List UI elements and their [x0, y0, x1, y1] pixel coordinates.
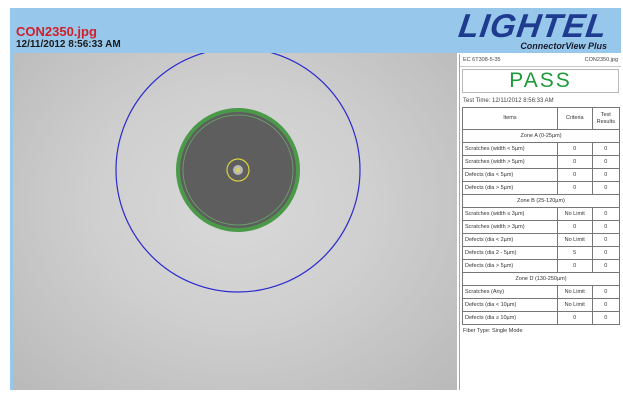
table-row: Scratches (width < 5µm) 0 0 [462, 142, 621, 156]
row-item: Scratches (width ≤ 3µm) [462, 207, 558, 221]
file-timestamp: 12/11/2012 8:56:33 AM [16, 39, 121, 50]
core-center [235, 167, 241, 173]
row-criteria: 0 [556, 181, 593, 195]
logo-word: LIGHTEL [456, 7, 610, 44]
row-criteria: 0 [556, 155, 593, 169]
results-table: Items Criteria Test Results Zone A (0-25… [462, 107, 621, 325]
table-row: Defects (dia ≥ 10µm) 0 0 [462, 311, 621, 325]
row-item: Defects (dia > 5µm) [462, 259, 558, 273]
zone-a-ring [226, 158, 250, 182]
row-item: Defects (dia ≥ 10µm) [462, 311, 558, 325]
row-item: Defects (dia < 2µm) [462, 233, 558, 247]
row-result: 0 [591, 142, 621, 156]
table-row: Defects (dia > 5µm) 0 0 [462, 259, 621, 273]
row-criteria: No Limit [556, 285, 593, 299]
row-item: Scratches (width > 5µm) [462, 155, 558, 169]
table-row: Scratches (Any) No Limit 0 [462, 285, 621, 299]
row-criteria: 0 [556, 311, 593, 325]
panel-id-row: EC 6T308-5-35 CON2350.jpg [460, 54, 621, 67]
row-item: Defects (dia > 5µm) [462, 181, 558, 195]
row-result: 0 [591, 285, 621, 299]
results-panel: EC 6T308-5-35 CON2350.jpg PASS Test Time… [459, 54, 621, 390]
row-result: 0 [591, 311, 621, 325]
row-criteria: 5 [556, 246, 593, 260]
row-result: 0 [591, 181, 621, 195]
row-result: 0 [591, 155, 621, 169]
column-header-criteria: Criteria [556, 107, 593, 130]
row-result: 0 [591, 246, 621, 260]
table-row: Scratches (width ≤ 3µm) No Limit 0 [462, 207, 621, 221]
row-result: 0 [591, 233, 621, 247]
column-header-items: Items [462, 107, 558, 130]
table-row: Defects (dia < 2µm) No Limit 0 [462, 233, 621, 247]
zone-d-outer-ring [115, 53, 361, 293]
app-window: CON2350.jpg 12/11/2012 8:56:33 AM LIGHTE… [10, 7, 621, 391]
lightel-logo: LIGHTEL ConnectorView Plus [456, 7, 610, 51]
zone-d-header: Zone D (130-250µm) [462, 272, 620, 286]
logo-product-name: ConnectorView Plus [520, 41, 607, 51]
row-criteria: No Limit [556, 298, 593, 312]
connector-id: EC 6T308-5-35 [463, 57, 501, 63]
row-item: Scratches (width > 3µm) [462, 220, 558, 234]
row-criteria: No Limit [556, 233, 593, 247]
result-box: PASS [462, 69, 619, 93]
test-time: Test Time: 12/11/2012 8:56:33 AM [463, 98, 554, 104]
table-row: Defects (dia > 5µm) 0 0 [462, 181, 621, 195]
file-name: CON2350.jpg [16, 24, 97, 39]
zone-b-ring [176, 108, 300, 232]
panel-file-name: CON2350.jpg [584, 57, 618, 63]
zone-b-inner-ring [182, 114, 294, 226]
column-header-results: Test Results [591, 107, 621, 130]
table-row: Defects (dia < 10µm) No Limit 0 [462, 298, 621, 312]
table-row: Defects (dia 2 - 5µm) 5 0 [462, 246, 621, 260]
table-row: Scratches (width > 3µm) 0 0 [462, 220, 621, 234]
row-item: Defects (dia < 5µm) [462, 168, 558, 182]
row-result: 0 [591, 259, 621, 273]
row-item: Scratches (Any) [462, 285, 558, 299]
table-row: Scratches (width > 5µm) 0 0 [462, 155, 621, 169]
endface-overlay [115, 53, 361, 293]
row-item: Defects (dia < 10µm) [462, 298, 558, 312]
table-header-row: Items Criteria Test Results [462, 107, 621, 130]
zone-b-header: Zone B (25-120µm) [462, 194, 620, 208]
row-result: 0 [591, 207, 621, 221]
row-criteria: 0 [556, 142, 593, 156]
pass-status: PASS [509, 69, 572, 92]
row-criteria: 0 [556, 168, 593, 182]
row-item: Scratches (width < 5µm) [462, 142, 558, 156]
row-criteria: 0 [556, 220, 593, 234]
row-criteria: 0 [556, 259, 593, 273]
fiber-type: Fiber Type: Single Mode [463, 328, 523, 334]
row-result: 0 [591, 168, 621, 182]
row-result: 0 [591, 220, 621, 234]
zone-a-header: Zone A (0-25µm) [462, 129, 620, 143]
table-row: Defects (dia < 5µm) 0 0 [462, 168, 621, 182]
row-criteria: No Limit [556, 207, 593, 221]
fiber-endface-image[interactable] [10, 53, 457, 390]
row-result: 0 [591, 298, 621, 312]
header-bar: CON2350.jpg 12/11/2012 8:56:33 AM LIGHTE… [10, 7, 621, 53]
row-item: Defects (dia 2 - 5µm) [462, 246, 558, 260]
